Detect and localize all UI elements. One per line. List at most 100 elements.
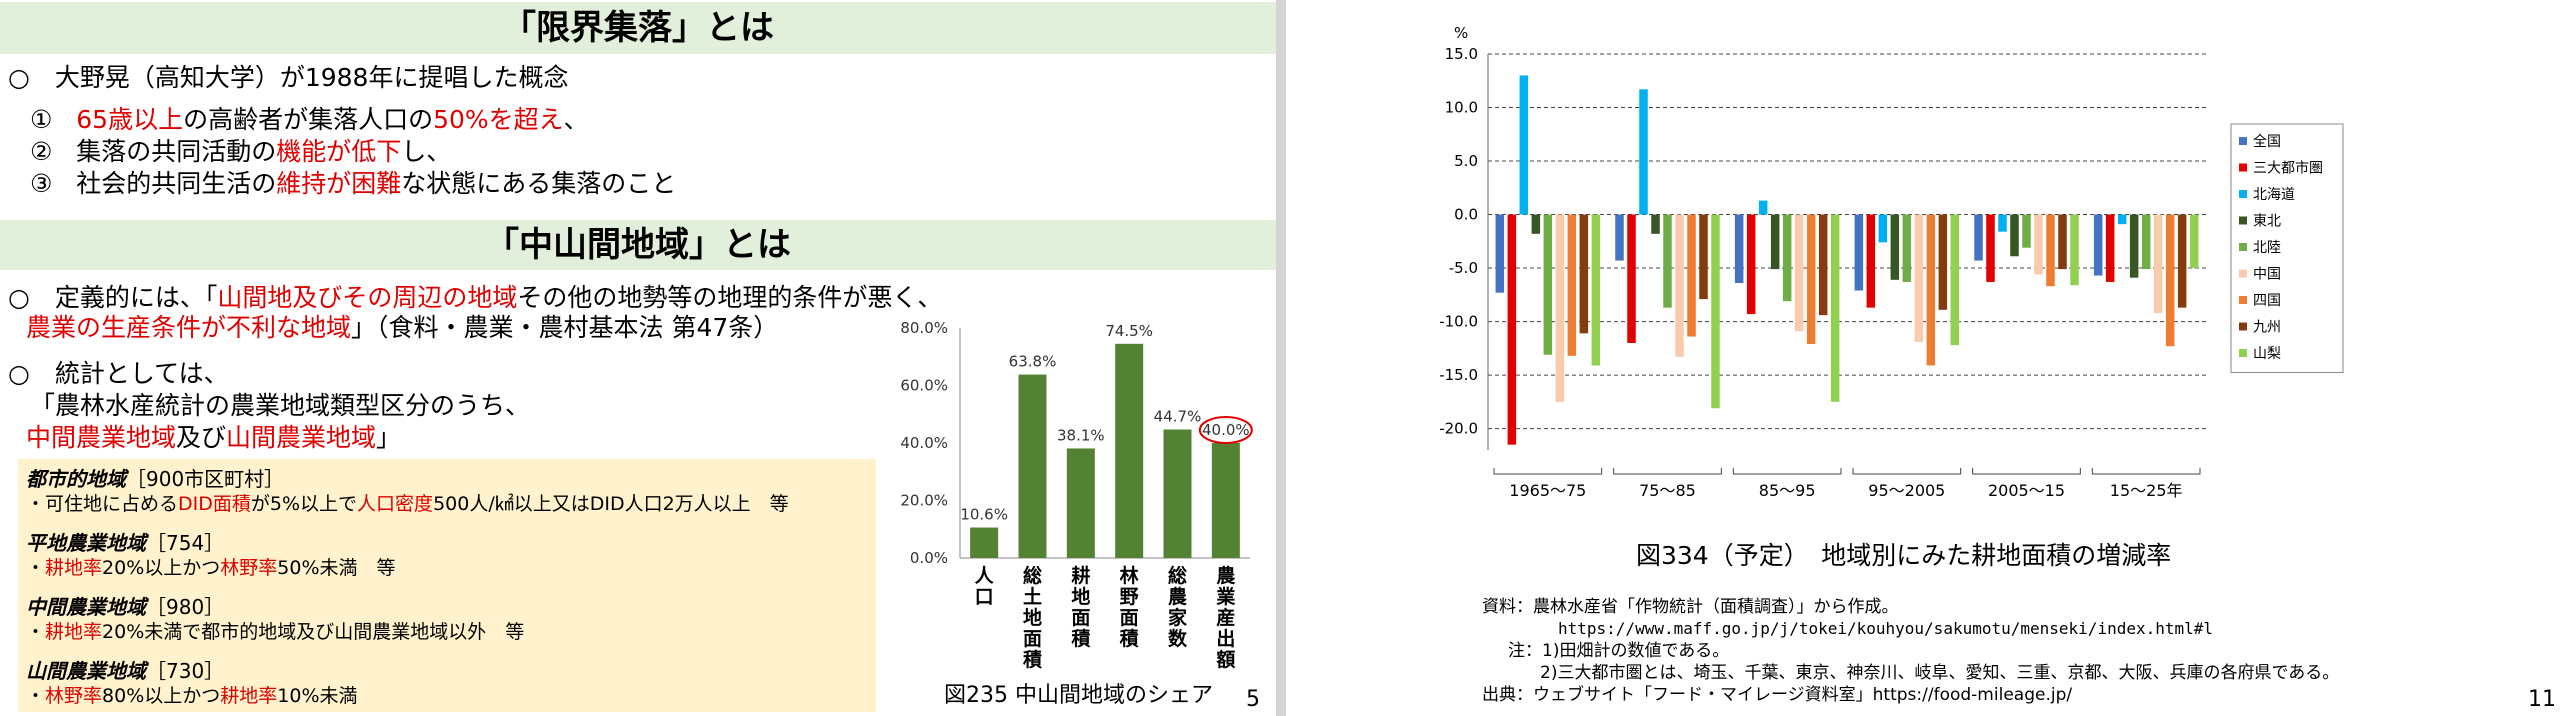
category-label-char: 面 <box>1071 607 1090 629</box>
intermediate-farming-heading: 中間農業地域［980］ <box>26 595 225 619</box>
statistics-line-1: ○ 統計としては、 <box>8 359 229 388</box>
bar-5-1 <box>2105 214 2115 282</box>
page-number-right: 11 <box>2528 687 2556 712</box>
bar-0-2 <box>1519 75 1529 215</box>
bar-3 <box>1115 343 1144 558</box>
y-tick-label: -10.0 <box>1439 313 1478 331</box>
category-label-char: 地 <box>1023 606 1042 629</box>
urban-area-heading: 都市的地域［900市区町村］ <box>26 467 285 491</box>
source-line-1: 資料：農林水産省「作物統計（面積調査）」から作成。 <box>1482 597 1899 617</box>
y-tick-label: -20.0 <box>1439 420 1478 438</box>
bar-1-7 <box>1699 214 1708 300</box>
urban-area-criteria: ・可住地に占めるDID面積が5%以上で人口密度500人/㎢以上又はDID人口2万… <box>26 493 789 515</box>
category-bracket <box>2091 468 2201 475</box>
bar-5-6 <box>2165 214 2175 347</box>
unit-label: % <box>1454 24 1468 42</box>
bar-4-3 <box>2010 214 2019 257</box>
bar-0 <box>970 527 999 558</box>
bar-1-2 <box>1639 89 1648 215</box>
legend-label: 九州 <box>2253 320 2281 336</box>
data-label-5: 40.0% <box>1202 421 1250 439</box>
legend-swatch <box>2239 163 2247 172</box>
bar-3-2 <box>1878 214 1888 243</box>
mountain-farming-criteria: ・林野率80%以上かつ耕地率10%未満 <box>26 685 358 707</box>
bar-3-5 <box>1914 214 1924 342</box>
category-label-char: 積 <box>1023 648 1042 671</box>
bar-2-6 <box>1806 214 1816 345</box>
bar-3-8 <box>1950 214 1960 346</box>
legend-label: 東北 <box>2253 214 2281 230</box>
bar-3-3 <box>1890 214 1900 280</box>
slide-separator <box>1276 0 1286 716</box>
slide-right: % 15.0 10.0 5.0 0.0 -5.0 -10.0 -15.0 -20.0 1965〜7… <box>1286 0 2561 716</box>
y-tick-label: 10.0 <box>1445 99 1478 117</box>
bar-3-0 <box>1854 214 1864 291</box>
farmland-change-chart: % 15.0 10.0 5.0 0.0 -5.0 -10.0 -15.0 -20.0 1965〜7… <box>1439 24 2344 500</box>
bar-3-7 <box>1938 214 1948 310</box>
note-line-2: 2)三大都市圏とは、埼玉、千葉、東京、神奈川、岐阜、愛知、三重、京都、大阪、兵庫… <box>1540 663 2340 683</box>
source-line-3: 出典：ウェブサイト「フード・マイレージ資料室」https://food-mile… <box>1482 685 2073 705</box>
page-number-left: 5 <box>1246 687 1260 712</box>
category-label-char: 出 <box>1216 627 1235 650</box>
statistics-line-2: 「農林水産統計の農業地域類型区分のうち、 <box>30 391 531 420</box>
category-label: 85〜95 <box>1759 481 1816 500</box>
figure-caption-334: 図334（予定） 地域別にみた耕地面積の増減率 <box>1636 541 2172 570</box>
bar-0-3 <box>1531 214 1541 234</box>
bar-5 <box>1211 443 1240 558</box>
bar-5-8 <box>2189 214 2199 269</box>
category-bracket <box>1493 468 1603 475</box>
bar-2-4 <box>1782 214 1792 302</box>
category-label-char: 積 <box>1120 627 1139 650</box>
bar-1 <box>1018 374 1047 558</box>
legend-swatch <box>2239 349 2247 357</box>
bar-4-8 <box>2070 214 2079 286</box>
y-tick-label: 0.0% <box>910 549 948 567</box>
legend-label: 四国 <box>2253 293 2281 309</box>
category-label-char: 業 <box>1215 585 1236 608</box>
bar-4-2 <box>1998 214 2007 232</box>
bar-5-5 <box>2153 214 2163 314</box>
category-label-char: 土 <box>1023 586 1042 608</box>
category-label-char: 産 <box>1216 606 1235 629</box>
y-tick-label: -5.0 <box>1449 259 1478 277</box>
category-label-char: 面 <box>1023 628 1042 650</box>
y-tick-label: 5.0 <box>1454 152 1478 170</box>
bar-2-8 <box>1830 214 1840 402</box>
bar-0-1 <box>1507 214 1517 445</box>
bar-0-5 <box>1555 214 1565 402</box>
condition-2: ② 集落の共同活動の機能が低下し、 <box>30 137 452 166</box>
category-bracket <box>1732 468 1842 475</box>
title-genkai-shuraku: 「限界集落」とは <box>0 2 1276 54</box>
legend-label: 三大都市圏 <box>2253 160 2323 177</box>
category-label-char: 積 <box>1071 627 1090 650</box>
bar-1-4 <box>1663 214 1672 308</box>
concept-line: ○ 大野晃（高知大学）が1988年に提唱した概念 <box>8 63 569 92</box>
title-chusankan: 「中山間地域」とは <box>0 220 1276 270</box>
y-tick-label: -15.0 <box>1439 366 1478 384</box>
bar-0-6 <box>1567 214 1577 356</box>
flat-farming-criteria: ・耕地率20%以上かつ林野率50%未満 等 <box>26 557 396 579</box>
y-tick-label: 20.0% <box>900 492 948 510</box>
intermediate-farming-criteria: ・耕地率20%未満で都市的地域及び山間農業地域以外 等 <box>26 621 525 643</box>
legend-swatch <box>2239 137 2247 145</box>
bar-0-7 <box>1579 214 1589 334</box>
bar-3-1 <box>1866 214 1876 308</box>
bar-2 <box>1066 448 1095 558</box>
category-label-char: 野 <box>1120 586 1139 608</box>
share-chart: 0.0%20.0%40.0%60.0%80.0%10.6%人口63.8%総土地面… <box>900 319 1253 671</box>
legend-swatch <box>2239 243 2247 251</box>
category-label-char: 額 <box>1216 648 1235 671</box>
legend-label: 全国 <box>2253 133 2281 150</box>
bar-1-5 <box>1675 214 1684 357</box>
y-tick-label: 15.0 <box>1445 45 1478 63</box>
category-label: 75〜85 <box>1639 481 1696 500</box>
bar-4-0 <box>1974 214 1983 261</box>
bar-4-1 <box>1986 214 1995 282</box>
definition-line-1: ○ 定義的には、「山間地及びその周辺の地域その他の地勢等の地理的条件が悪く、 <box>8 283 943 312</box>
bar-3-4 <box>1902 214 1912 282</box>
definition-line-2: 農業の生産条件が不利な地域」（食料・農業・農村基本法 第47条） <box>26 313 779 342</box>
bar-2-3 <box>1770 214 1780 270</box>
legend-label: 中国 <box>2253 267 2281 283</box>
legend-box <box>2230 123 2344 373</box>
bar-5-0 <box>2093 214 2103 276</box>
